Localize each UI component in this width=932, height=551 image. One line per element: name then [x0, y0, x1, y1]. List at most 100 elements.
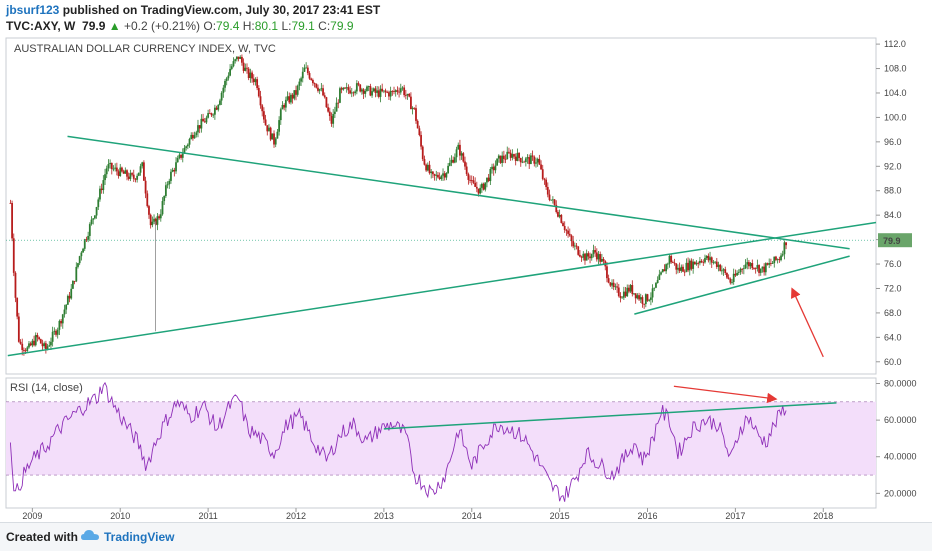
candle-body — [678, 267, 681, 271]
candle-body — [16, 297, 19, 317]
candle-body — [563, 226, 566, 230]
candle-body — [769, 263, 772, 264]
candle-body — [430, 171, 433, 174]
price-pane — [5, 37, 877, 375]
candle-body — [599, 254, 602, 262]
candle-body — [622, 291, 625, 298]
candle-body — [95, 207, 98, 216]
candle-body — [671, 262, 674, 263]
candle-body — [480, 183, 483, 188]
candle-body — [528, 157, 531, 165]
candle-body — [333, 111, 336, 115]
candle-body — [548, 194, 551, 200]
candle-body — [533, 156, 536, 164]
candle-body — [479, 187, 482, 194]
candle-body — [55, 330, 57, 335]
candle-body — [644, 294, 647, 305]
candle-body — [180, 154, 182, 158]
low-value: 79.1 — [291, 19, 315, 33]
candle-body — [357, 83, 360, 85]
candle-body — [702, 262, 705, 263]
author-link[interactable]: jbsurf123 — [6, 3, 60, 17]
candle-body — [78, 256, 81, 264]
x-tick-label: 2014 — [462, 511, 482, 521]
candle-body — [29, 343, 32, 346]
candle-body — [31, 340, 34, 346]
candle-body — [399, 88, 402, 93]
candle-body — [501, 155, 504, 163]
candle-body — [590, 254, 593, 259]
candle-body — [232, 61, 235, 67]
candle-body — [210, 113, 213, 116]
candle-body — [359, 84, 362, 92]
candle-body — [746, 262, 749, 265]
candle-body — [408, 93, 411, 97]
candle-body — [729, 278, 732, 283]
candle-body — [506, 151, 509, 160]
candle-body — [310, 78, 313, 80]
x-tick-label: 2018 — [813, 511, 833, 521]
candle-body — [749, 263, 752, 267]
candle-body — [732, 273, 735, 282]
open-label: O: — [203, 19, 217, 33]
candle-body — [207, 113, 210, 118]
candle-body — [227, 75, 230, 79]
chart-header: jbsurf123 published on TradingView.com, … — [0, 0, 932, 36]
candle-body — [668, 255, 671, 264]
price-tick-label: 68.0 — [884, 308, 902, 318]
candle-body — [612, 282, 615, 287]
x-tick-label: 2015 — [550, 511, 570, 521]
candle-body — [489, 169, 492, 182]
candle-body — [634, 293, 637, 299]
candle-body — [36, 335, 39, 338]
candle-body — [225, 78, 228, 81]
candle-body — [624, 291, 627, 297]
candle-body — [185, 146, 188, 148]
candle-body — [273, 133, 275, 145]
candle-body — [279, 109, 282, 121]
candle-body — [23, 349, 25, 351]
candle-body — [364, 90, 367, 94]
tradingview-brand[interactable]: TradingView — [104, 530, 175, 544]
candle-body — [673, 262, 676, 264]
candle-body — [198, 125, 201, 129]
candle-body — [742, 268, 745, 270]
candle-body — [773, 256, 776, 264]
candle-body — [472, 180, 475, 183]
symbol-line: TVC:AXY, W 79.9 ▲ +0.2 (+0.21%) O:79.4 H… — [6, 19, 354, 33]
candle-body — [369, 86, 372, 96]
candle-body — [487, 177, 490, 182]
chart-canvas[interactable]: 112.0 108.0 104.0 100.0 96.0 92.0 88.0 84.0 80.0… — [0, 0, 932, 522]
candle-body — [600, 258, 603, 262]
candle-body — [496, 158, 499, 166]
candle-body — [761, 266, 764, 269]
candle-body — [264, 119, 267, 126]
candle-body — [655, 283, 657, 288]
candle-body — [474, 182, 477, 187]
candle-body — [631, 285, 634, 295]
candle-body — [318, 89, 321, 91]
candle-body — [737, 272, 740, 273]
candle-body — [580, 256, 583, 258]
candle-body — [660, 272, 662, 275]
candle-body — [247, 68, 250, 79]
candle-body — [164, 185, 167, 197]
candle-body — [536, 158, 539, 163]
candle-body — [739, 268, 742, 273]
candle-body — [144, 180, 147, 194]
candle-body — [413, 107, 416, 109]
candle-body — [575, 245, 578, 247]
candle-body — [239, 56, 242, 59]
candle-body — [776, 259, 779, 261]
x-tick-label: 2013 — [374, 511, 394, 521]
candle-body — [619, 295, 622, 298]
candle-body — [286, 96, 289, 100]
candle-body — [44, 343, 47, 349]
candle-body — [48, 345, 51, 347]
candle-body — [256, 79, 259, 89]
candle-body — [24, 350, 27, 352]
candle-body — [443, 173, 446, 178]
candle-body — [85, 239, 88, 241]
candle-body — [161, 201, 164, 215]
candle-body — [568, 233, 571, 236]
